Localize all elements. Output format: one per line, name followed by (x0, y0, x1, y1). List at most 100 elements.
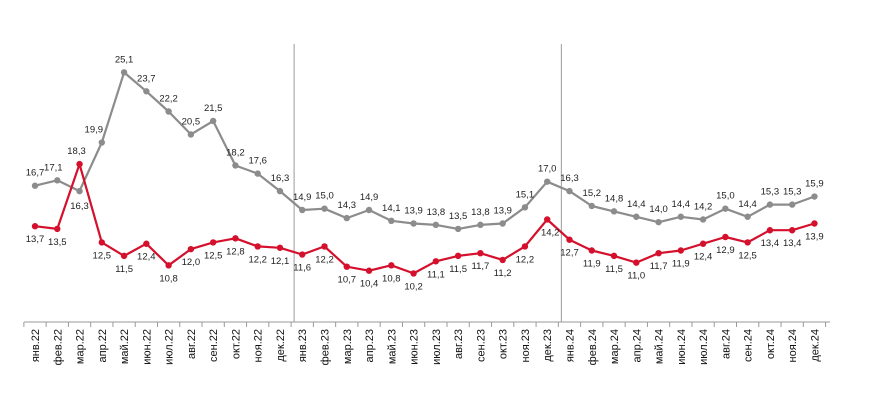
data-label-s1-34: 13,4 (783, 238, 802, 249)
data-label-s0-1: 17,1 (44, 162, 63, 173)
data-point-s1-31 (722, 233, 729, 241)
data-point-s0-15 (365, 206, 373, 214)
data-label-s1-3: 12,5 (93, 250, 112, 261)
data-label-s1-35: 13,9 (805, 232, 824, 243)
data-point-s1-9 (232, 235, 239, 242)
data-label-s0-0: 16,7 (26, 168, 45, 179)
data-label-s0-8: 21,5 (204, 103, 223, 114)
data-label-s0-6: 22,2 (159, 94, 178, 105)
data-point-s1-11 (276, 244, 284, 251)
data-label-s0-11: 16,3 (271, 173, 290, 184)
data-point-s0-4 (120, 69, 128, 76)
data-point-s1-5 (143, 240, 150, 247)
data-point-s1-10 (254, 243, 261, 250)
data-point-s0-7 (187, 131, 195, 138)
x-tick-label: авг.22 (186, 329, 198, 359)
data-point-s0-6 (165, 108, 172, 115)
data-point-s0-14 (343, 214, 350, 222)
data-label-s0-24: 16,3 (560, 173, 579, 184)
x-tick-label: апр.23 (364, 329, 376, 362)
data-label-s0-27: 14,4 (627, 199, 646, 210)
x-tick-label: июн.23 (409, 329, 421, 365)
data-point-s0-9 (232, 162, 239, 169)
data-label-s1-0: 13,7 (26, 234, 45, 245)
data-point-s0-21 (499, 220, 506, 227)
data-label-s1-29: 11,9 (672, 259, 690, 270)
x-tick-label: окт.22 (230, 329, 242, 359)
data-point-s0-22 (521, 204, 529, 211)
data-label-s1-12: 11,6 (293, 263, 311, 274)
data-label-s0-3: 19,9 (85, 125, 104, 136)
data-label-s1-32: 12,5 (738, 250, 757, 261)
data-point-s1-20 (477, 249, 484, 257)
x-tick-label: апр.24 (631, 329, 643, 362)
x-tick-label: мар.24 (609, 329, 621, 364)
data-label-s1-27: 11,0 (627, 271, 645, 282)
x-tick-label: май.23 (386, 329, 398, 364)
data-point-s1-32 (744, 239, 751, 246)
x-tick-label: янв.23 (297, 329, 309, 362)
data-point-s0-0 (31, 182, 39, 189)
data-point-s1-18 (432, 258, 440, 265)
data-point-s1-16 (388, 262, 395, 269)
data-label-s0-15: 14,9 (360, 192, 379, 203)
data-point-s0-16 (388, 217, 395, 225)
data-label-s0-20: 13,8 (471, 207, 490, 218)
data-point-s1-3 (98, 239, 106, 246)
x-tick-label: сен.24 (743, 329, 755, 362)
data-label-s0-34: 15,3 (783, 187, 802, 198)
data-point-s0-34 (788, 201, 796, 208)
data-label-s1-13: 12,2 (315, 254, 334, 265)
data-label-s0-18: 13,8 (427, 207, 446, 218)
data-label-s0-2: 16,3 (70, 201, 89, 212)
data-label-s1-24: 12,7 (560, 248, 579, 259)
data-point-s1-7 (187, 245, 195, 253)
x-tick-label: ноя.23 (520, 329, 532, 362)
x-tick-label: окт.23 (498, 329, 510, 359)
data-label-s1-19: 11,5 (449, 264, 467, 275)
x-tick-label: мар.22 (75, 329, 87, 364)
data-label-s1-10: 12,2 (248, 254, 267, 265)
data-label-s1-17: 10,2 (404, 281, 423, 292)
data-point-s1-33 (766, 227, 774, 234)
data-point-s0-24 (566, 187, 573, 195)
x-tick-label: май.24 (654, 329, 666, 364)
data-point-s1-8 (209, 239, 217, 246)
data-point-s1-6 (165, 262, 172, 269)
x-tick-label: май.22 (119, 329, 131, 364)
data-label-s1-14: 10,7 (338, 275, 357, 286)
data-point-s0-27 (633, 213, 640, 220)
x-tick-label: авг.24 (720, 329, 732, 359)
x-tick-label: июл.23 (431, 329, 443, 365)
x-tick-label: фев.23 (320, 329, 332, 365)
series-line-1 (34, 163, 815, 275)
x-tick-label: июл.22 (164, 329, 176, 365)
data-label-s1-23: 14,2 (541, 228, 560, 239)
data-label-s0-19: 13,5 (449, 211, 468, 222)
data-point-s1-29 (677, 247, 685, 254)
data-label-s0-30: 14,2 (694, 202, 713, 213)
data-label-s1-30: 12,4 (694, 252, 713, 263)
data-point-s0-10 (254, 170, 261, 177)
data-point-s1-23 (544, 216, 551, 223)
data-point-s0-17 (410, 220, 417, 227)
data-point-s1-25 (588, 247, 595, 254)
x-tick-label: янв.24 (565, 329, 577, 362)
x-tick-label: июл.24 (698, 329, 710, 365)
data-point-s0-23 (544, 178, 551, 185)
data-label-s0-22: 15,1 (516, 189, 535, 200)
data-point-s0-32 (744, 213, 751, 220)
x-tick-label: сен.22 (208, 329, 220, 362)
data-label-s0-21: 13,9 (493, 206, 512, 217)
data-label-s0-10: 17,6 (248, 156, 267, 167)
data-point-s1-27 (633, 259, 640, 266)
x-tick-label: мар.23 (342, 329, 354, 364)
data-labels-layer: 16,7 17,1 16,3 19,9 25,123,722,2 20,521,5 18,2… (26, 54, 824, 292)
data-point-s0-2 (76, 187, 83, 195)
data-point-s0-5 (143, 88, 150, 95)
data-point-s1-2 (76, 160, 83, 168)
data-point-s0-30 (699, 216, 707, 223)
data-point-s0-3 (98, 139, 106, 146)
data-label-s0-4: 25,1 (115, 54, 134, 65)
data-point-s1-35 (811, 220, 818, 227)
